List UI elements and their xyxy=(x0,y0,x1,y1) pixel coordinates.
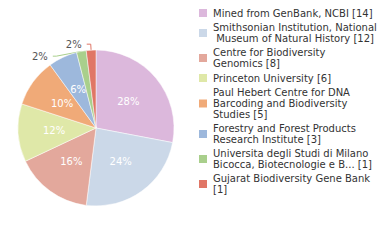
svg-text:Research Institute [3]: Research Institute [3] xyxy=(213,134,321,145)
svg-text:2%: 2% xyxy=(66,39,82,50)
svg-text:Paul Hebert Centre for DNA: Paul Hebert Centre for DNA xyxy=(213,87,353,98)
svg-text:Mined from GenBank, NCBI [14]: Mined from GenBank, NCBI [14] xyxy=(213,8,373,19)
svg-text:Smithsonian Institution, Natio: Smithsonian Institution, National xyxy=(213,22,377,33)
svg-text:28%: 28% xyxy=(117,96,139,107)
svg-text:Bicocca, Biotecnologie e B...: Bicocca, Biotecnologie e B... [1] xyxy=(213,159,372,170)
svg-text:Barcoding and Biodiversity: Barcoding and Biodiversity xyxy=(213,98,351,109)
svg-text:12%: 12% xyxy=(43,125,65,136)
svg-text:24%: 24% xyxy=(110,156,132,167)
svg-text:2%: 2% xyxy=(32,51,48,62)
svg-text:Studies [5]: Studies [5] xyxy=(213,109,268,120)
svg-text:10%: 10% xyxy=(51,98,73,109)
svg-text:Centre for Biodiversity: Centre for Biodiversity xyxy=(213,47,329,58)
svg-text:16%: 16% xyxy=(60,156,82,167)
svg-text:Princeton University [6]: Princeton University [6] xyxy=(213,73,331,84)
svg-text:Museum of Natural History [12]: Museum of Natural History [12] xyxy=(213,33,374,44)
svg-text:Forestry and Forest Products: Forestry and Forest Products xyxy=(213,123,359,134)
svg-text:Genomics [8]: Genomics [8] xyxy=(213,58,280,69)
svg-text:Gujarat Biodiversity Gene Bank: Gujarat Biodiversity Gene Bank xyxy=(213,173,373,184)
svg-text:[1]: [1] xyxy=(213,184,227,195)
svg-text:6%: 6% xyxy=(70,84,86,95)
svg-text:Universita degli Studi di Mila: Universita degli Studi di Milano xyxy=(213,148,372,159)
